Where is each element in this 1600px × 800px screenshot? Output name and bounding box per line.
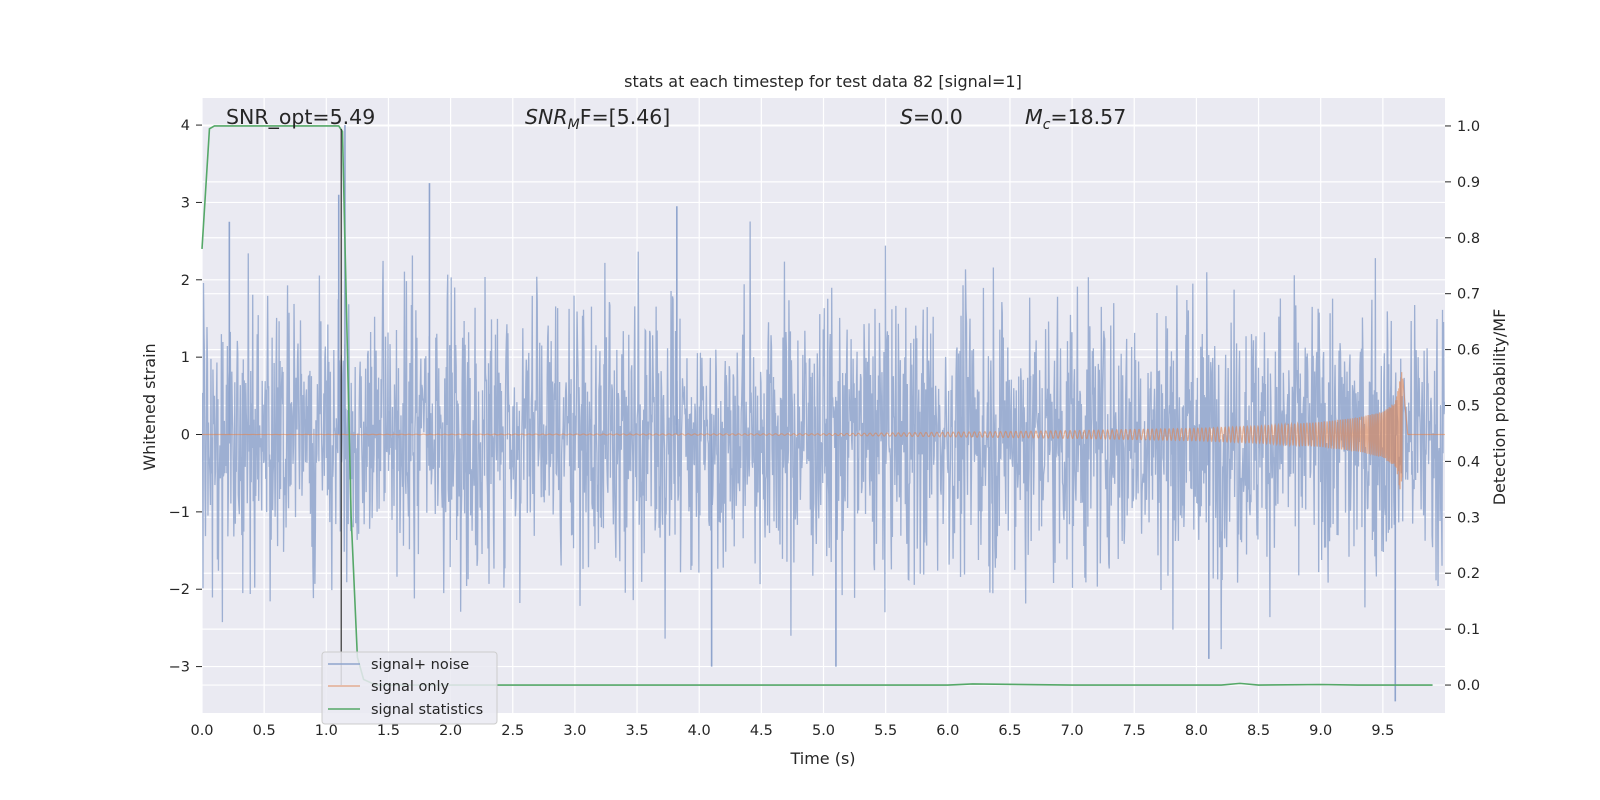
left-tick-label: −2 (169, 582, 190, 598)
x-tick-label: 3.5 (626, 723, 649, 739)
left-tick-label: 4 (181, 118, 190, 134)
x-tick-label: 2.0 (439, 723, 462, 739)
right-tick-label: 0.9 (1457, 175, 1480, 191)
left-tick-label: 1 (181, 350, 190, 366)
x-tick-label: 5.0 (812, 723, 835, 739)
signal-trace (202, 372, 1445, 490)
annotation-mc: Mc=18.57 (1025, 105, 1126, 133)
x-tick-label: 4.0 (688, 723, 711, 739)
x-tick-label: 1.5 (377, 723, 400, 739)
x-tick-label: 6.0 (936, 723, 959, 739)
annotation-snr-opt: SNR_opt=5.49 (226, 105, 375, 130)
right-tick-label: 0.3 (1457, 510, 1480, 526)
left-tick-label: 3 (181, 195, 190, 211)
x-tick-label: 1.0 (315, 723, 338, 739)
right-tick-label: 0.8 (1457, 231, 1480, 247)
right-tick-label: 0.7 (1457, 287, 1480, 303)
legend-label-signal: signal only (371, 679, 450, 695)
right-tick-label: 0.1 (1457, 622, 1480, 638)
x-tick-label: 2.5 (501, 723, 524, 739)
x-tick-label: 7.0 (1061, 723, 1084, 739)
legend-label-stat: signal statistics (371, 702, 483, 718)
right-tick-label: 0.2 (1457, 566, 1480, 582)
right-axis-label: Detection probability/MF (1490, 309, 1509, 506)
x-tick-label: 0.5 (253, 723, 276, 739)
x-tick-label: 6.5 (998, 723, 1021, 739)
x-tick-label: 4.5 (750, 723, 773, 739)
x-tick-label: 3.0 (563, 723, 586, 739)
left-axis-label: Whitened strain (140, 343, 159, 470)
right-tick-label: 0.5 (1457, 399, 1480, 415)
left-tick-label: −1 (169, 505, 190, 521)
right-tick-label: 0.6 (1457, 343, 1480, 359)
series-signal-plus-noise (202, 125, 1445, 702)
x-tick-label: 8.0 (1185, 723, 1208, 739)
x-axis-label: Time (s) (789, 749, 855, 768)
annotation-s: S=0.0 (900, 105, 963, 129)
legend-label-noise: signal+ noise (371, 657, 469, 673)
left-tick-label: −3 (169, 660, 190, 676)
left-tick-label: 0 (181, 428, 190, 444)
x-tick-label: 5.5 (874, 723, 897, 739)
x-axis-ticks: 0.0 0.5 1.0 1.5 2.0 2.5 3.0 3.5 4.0 4.5 5.0 5.5 6.0 6… (190, 723, 1394, 739)
legend: signal+ noise signal only signal statist… (321, 651, 498, 725)
series-signal-only (202, 372, 1445, 490)
noise-trace (202, 221, 1445, 650)
right-tick-label: 0.4 (1457, 454, 1480, 470)
right-tick-label: 0.0 (1457, 678, 1480, 694)
right-axis-ticks: 0.0 0.1 0.2 0.3 0.4 0.5 0.6 0.7 0.8 0.9 1.0 (1445, 119, 1480, 694)
left-axis-ticks: −3 −2 −1 0 1 2 3 4 (169, 118, 202, 676)
annotation-snr-mf: SNRMF=[5.46] (525, 105, 670, 133)
x-tick-label: 0.0 (190, 723, 213, 739)
x-tick-label: 7.5 (1123, 723, 1146, 739)
left-tick-label: 2 (181, 273, 190, 289)
x-tick-label: 8.5 (1247, 723, 1270, 739)
x-tick-label: 9.0 (1309, 723, 1332, 739)
chart-title: stats at each timestep for test data 82 … (624, 72, 1022, 91)
right-tick-label: 1.0 (1457, 119, 1480, 135)
x-tick-label: 9.5 (1371, 723, 1394, 739)
